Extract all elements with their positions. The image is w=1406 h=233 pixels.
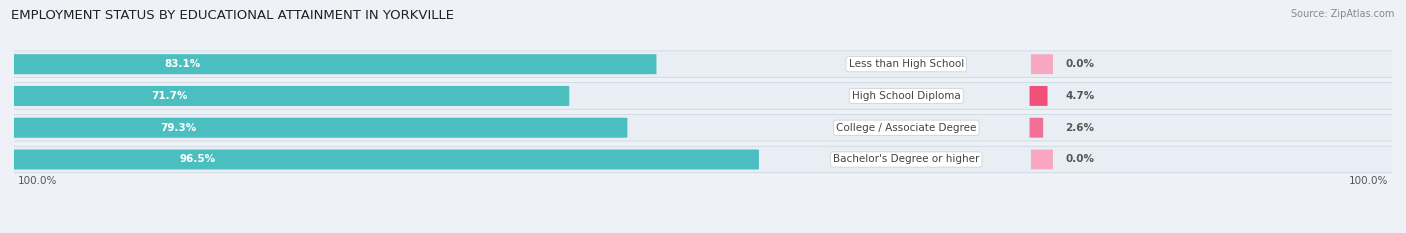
Text: Less than High School: Less than High School <box>849 59 965 69</box>
Text: High School Diploma: High School Diploma <box>852 91 960 101</box>
Text: EMPLOYMENT STATUS BY EDUCATIONAL ATTAINMENT IN YORKVILLE: EMPLOYMENT STATUS BY EDUCATIONAL ATTAINM… <box>11 9 454 22</box>
FancyBboxPatch shape <box>0 114 1406 141</box>
Text: College / Associate Degree: College / Associate Degree <box>837 123 976 133</box>
FancyBboxPatch shape <box>7 86 569 106</box>
FancyBboxPatch shape <box>7 150 759 170</box>
Text: 79.3%: 79.3% <box>160 123 197 133</box>
Text: Bachelor's Degree or higher: Bachelor's Degree or higher <box>832 154 980 164</box>
Text: 0.0%: 0.0% <box>1066 59 1094 69</box>
Text: 2.6%: 2.6% <box>1066 123 1094 133</box>
Text: 4.7%: 4.7% <box>1066 91 1095 101</box>
FancyBboxPatch shape <box>0 83 1406 109</box>
Text: 96.5%: 96.5% <box>180 154 217 164</box>
FancyBboxPatch shape <box>1031 150 1053 169</box>
FancyBboxPatch shape <box>7 54 657 74</box>
FancyBboxPatch shape <box>7 118 627 138</box>
FancyBboxPatch shape <box>1029 86 1047 106</box>
Text: 100.0%: 100.0% <box>18 176 58 186</box>
Text: 100.0%: 100.0% <box>1348 176 1388 186</box>
Text: 71.7%: 71.7% <box>152 91 188 101</box>
Text: Source: ZipAtlas.com: Source: ZipAtlas.com <box>1291 9 1395 19</box>
Text: 83.1%: 83.1% <box>165 59 201 69</box>
FancyBboxPatch shape <box>1029 118 1043 138</box>
FancyBboxPatch shape <box>0 51 1406 78</box>
FancyBboxPatch shape <box>1031 54 1053 74</box>
Text: 0.0%: 0.0% <box>1066 154 1094 164</box>
FancyBboxPatch shape <box>0 146 1406 173</box>
